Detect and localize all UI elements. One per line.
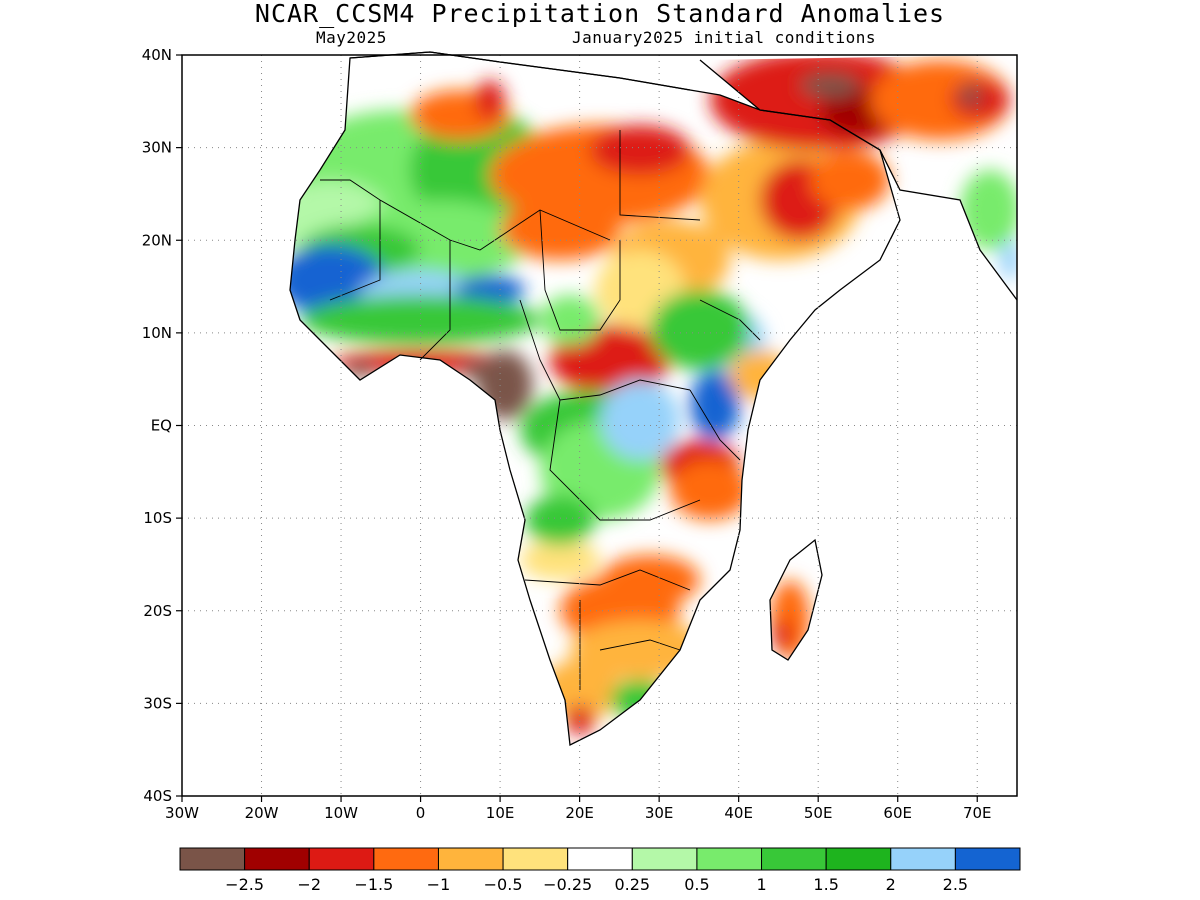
x-tick-label: 30W xyxy=(165,804,199,822)
colorbar-label: −0.25 xyxy=(543,875,592,894)
colorbar-label: −2 xyxy=(297,875,321,894)
y-tick-label: 30S xyxy=(143,694,172,712)
x-tick-label: 70E xyxy=(963,804,992,822)
colorbar-swatch xyxy=(373,847,439,871)
colorbar-swatch xyxy=(696,847,763,871)
y-tick-label: EQ xyxy=(151,417,172,435)
colorbar-label: −1.5 xyxy=(354,875,393,894)
colorbar-label: 1.5 xyxy=(813,875,838,894)
borders xyxy=(320,130,761,690)
colorbar-label: 0.5 xyxy=(684,875,709,894)
colorbar-label: −0.5 xyxy=(484,875,523,894)
colorbar-swatch xyxy=(179,847,246,871)
coastlines xyxy=(289,51,1018,746)
y-tick-label: 40S xyxy=(143,787,172,805)
colorbar-swatch xyxy=(825,847,892,871)
colorbar-label: 2 xyxy=(886,875,896,894)
initial-conditions: January2025 initial conditions xyxy=(572,28,876,47)
colorbar-label: 0.25 xyxy=(614,875,650,894)
colorbar-swatch xyxy=(244,847,310,871)
y-tick-label: 20S xyxy=(143,602,172,620)
forecast-month: May2025 xyxy=(316,28,387,47)
x-tick-label: 20W xyxy=(245,804,279,822)
colorbar-swatch xyxy=(890,847,956,871)
colorbar-label: 1 xyxy=(756,875,766,894)
y-tick-label: 30N xyxy=(142,139,172,157)
colorbar-label: 2.5 xyxy=(943,875,968,894)
colorbar-label: −1 xyxy=(427,875,451,894)
x-tick-label: 10W xyxy=(324,804,358,822)
colorbar-swatch xyxy=(502,847,569,871)
colorbar-swatch xyxy=(761,847,827,871)
y-tick-label: 10S xyxy=(143,509,172,527)
colorbar-swatch xyxy=(954,847,1021,871)
x-tick-label: 40E xyxy=(724,804,753,822)
x-tick-label: 10E xyxy=(486,804,515,822)
x-tick-label: 50E xyxy=(804,804,833,822)
map-title: NCAR_CCSM4 Precipitation Standard Anomal… xyxy=(254,0,946,28)
y-tick-label: 40N xyxy=(142,46,172,64)
colorbar-swatch xyxy=(631,847,698,871)
x-tick-label: 20E xyxy=(565,804,594,822)
x-tick-label: 60E xyxy=(883,804,912,822)
colorbar-label: −2.5 xyxy=(225,875,264,894)
x-tick-label: 30E xyxy=(645,804,674,822)
colorbar: −2.5 −2 −1.5 −1 −0.5 −0.25 0.25 0.5 1 1.5 2 2.5 xyxy=(179,847,1021,894)
y-tick-label: 10N xyxy=(142,324,172,342)
colorbar-swatch xyxy=(437,847,504,871)
colorbar-swatch xyxy=(567,847,633,871)
x-tick-label: 0 xyxy=(416,804,426,822)
y-tick-label: 20N xyxy=(142,231,172,249)
colorbar-swatch xyxy=(308,847,375,871)
